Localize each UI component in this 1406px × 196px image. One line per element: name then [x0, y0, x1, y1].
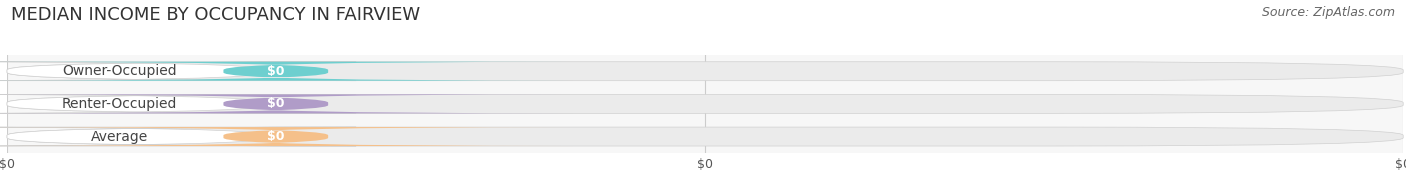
Text: $0: $0	[267, 97, 284, 110]
Text: MEDIAN INCOME BY OCCUPANCY IN FAIRVIEW: MEDIAN INCOME BY OCCUPANCY IN FAIRVIEW	[11, 6, 420, 24]
FancyBboxPatch shape	[0, 127, 572, 146]
FancyBboxPatch shape	[7, 62, 1403, 81]
Text: $0: $0	[267, 130, 284, 143]
FancyBboxPatch shape	[0, 127, 356, 146]
FancyBboxPatch shape	[0, 94, 572, 113]
Text: Average: Average	[91, 130, 148, 143]
FancyBboxPatch shape	[0, 62, 572, 81]
Text: Source: ZipAtlas.com: Source: ZipAtlas.com	[1261, 6, 1395, 19]
Text: $0: $0	[267, 65, 284, 78]
FancyBboxPatch shape	[7, 127, 1403, 146]
Text: Owner-Occupied: Owner-Occupied	[62, 64, 177, 78]
Text: Renter-Occupied: Renter-Occupied	[62, 97, 177, 111]
FancyBboxPatch shape	[0, 94, 356, 113]
FancyBboxPatch shape	[7, 94, 1403, 113]
FancyBboxPatch shape	[0, 62, 356, 81]
